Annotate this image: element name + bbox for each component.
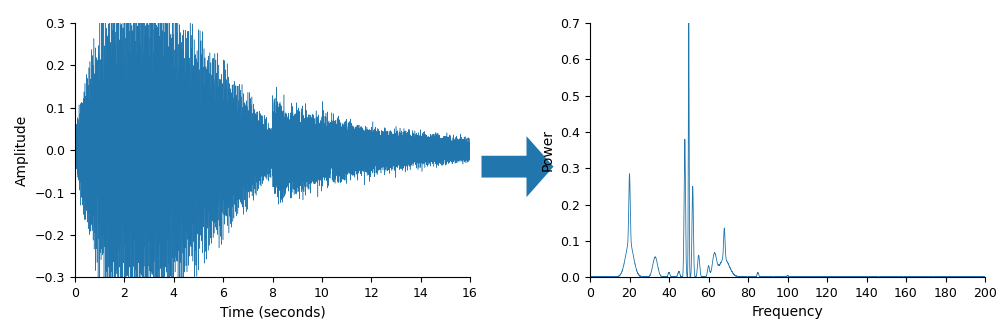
Y-axis label: Amplitude: Amplitude <box>15 115 29 186</box>
X-axis label: Frequency: Frequency <box>752 306 823 319</box>
X-axis label: Time (seconds): Time (seconds) <box>220 306 325 319</box>
Polygon shape <box>482 136 553 197</box>
Y-axis label: Power: Power <box>541 129 555 171</box>
